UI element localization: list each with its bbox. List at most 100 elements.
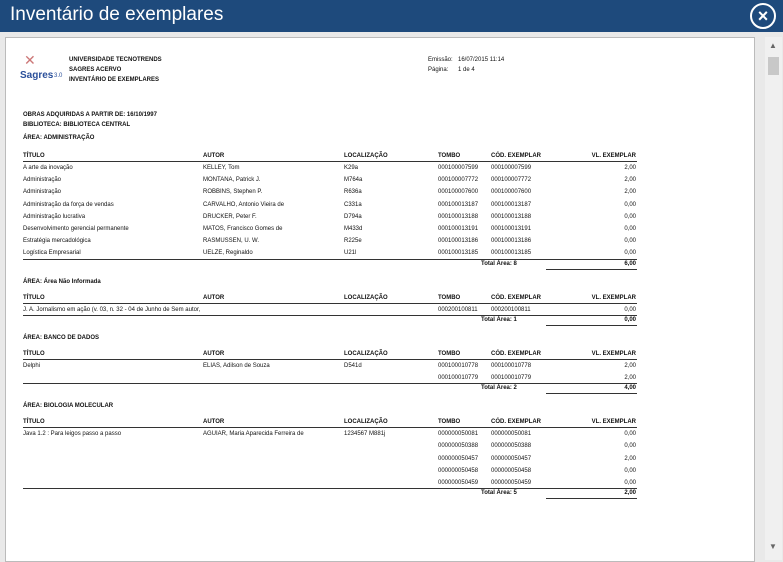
cell: 000100010778 [491,362,532,369]
cell: 000100013186 [438,238,479,245]
cell: Java 1.2 : Para leigos passo a passo [23,431,122,438]
cell: J. A. Jornalismo em ação (v. 03, n. 32 -… [23,306,201,313]
cell: 000100007772 [438,177,479,184]
cell: 0,00 [624,480,636,486]
area-total-label: Total Área: 1 [481,316,517,323]
cell: 2,00 [624,375,636,381]
column-header: TÍTULO [23,153,45,159]
cell: 1234567 M881j [344,431,386,438]
cell: 000000050457 [491,455,532,462]
cell: 000000050081 [491,431,532,438]
rule [23,314,637,316]
area-total-value: 6,00 [624,260,636,267]
scroll-down[interactable]: ▼ [769,542,777,551]
logo-version: 3.0 [54,73,63,79]
cell: 000100010779 [491,375,532,381]
cell: 000100013187 [438,201,479,208]
cell: 000100013185 [438,250,479,257]
title-bar: Inventário de exemplares × [0,0,783,32]
column-header: TOMBO [438,294,461,301]
cell: 000100010778 [438,362,479,369]
cell: 000000050081 [438,431,479,438]
rule [23,161,637,162]
filter: BIBLIOTECA: BIBLIOTECA CENTRAL [23,122,131,128]
cell: MONTANA, Patrick J. [203,177,261,184]
cell: 0,00 [624,443,636,450]
cell: 0,00 [624,238,636,245]
area-title: ÁREA: ADMINISTRAÇÃO [23,135,95,141]
rule [546,324,637,326]
cell: 0,00 [624,250,636,257]
column-header: LOCALIZAÇÃO [344,419,388,426]
cell: Administração [23,177,62,184]
cell: C331a [344,201,362,208]
area-title: ÁREA: BANCO DE DADOS [23,334,100,341]
cell: D541d [344,362,362,369]
area-total-value: 4,00 [624,385,636,392]
cell: 0,00 [624,467,636,474]
cell: R225e [344,238,362,245]
cell: Administração da força de vendas [23,201,114,208]
cell: DRUCKER, Peter F. [203,213,257,220]
close-button[interactable]: × [750,3,776,29]
cell: M433d [344,226,363,232]
logo: Sagres [20,70,54,81]
cell: 000100013188 [438,213,479,220]
column-header: TOMBO [438,350,461,357]
institution-line: SAGRES ACERVO [69,67,122,73]
rule [23,488,637,490]
cell: 000200100811 [438,306,478,313]
cell: R636a [344,189,362,196]
cell: 2,00 [624,455,636,462]
scrollbar[interactable]: ▲ ▼ [765,37,782,560]
column-header: TÍTULO [23,294,45,301]
cell: UELZE, Reginaldo [203,250,253,257]
cell: 000100013187 [491,201,532,208]
page-label: Página: [428,67,449,73]
cell: Estratégia mercadológica [23,238,91,245]
area-total-label: Total Área: 5 [481,490,517,497]
cell: 000000050457 [438,455,479,462]
column-header: LOCALIZAÇÃO [344,350,388,357]
column-header: TOMBO [438,153,461,159]
cell: 000100013188 [491,213,532,220]
rule [546,393,637,395]
cell: 000100007599 [438,165,479,171]
cell: 000100007600 [491,189,532,196]
cell: 2,00 [624,362,636,369]
column-header: CÓD. EXEMPLAR [491,294,542,301]
cell: 000100013186 [491,238,532,245]
cell: 0,00 [624,431,636,438]
cell: A arte da inovação [23,165,73,171]
emission-label: Emissão: [428,57,453,63]
area-title: ÁREA: Área Não Informada [23,278,101,285]
column-header: LOCALIZAÇÃO [344,294,388,301]
column-header: TÍTULO [23,350,45,357]
column-header: VL. EXEMPLAR [591,153,636,159]
cell: RASMUSSEN, U. W. [203,238,260,245]
cell: M764a [344,177,363,184]
column-header: LOCALIZAÇÃO [344,153,388,159]
cell: 000000050459 [491,480,532,486]
scroll-up[interactable]: ▲ [769,41,777,50]
cell: MATOS, Francisco Gomes de [203,226,283,232]
cell: 000100013191 [491,226,532,232]
cell: Administração lucrativa [23,213,86,220]
cell: 0,00 [624,306,636,313]
page-value: 1 de 4 [458,67,475,73]
rule [23,302,637,304]
cell: Delphi [23,362,41,369]
column-header: TÍTULO [23,419,45,426]
cell: 2,00 [624,189,636,196]
scroll-thumb[interactable] [768,57,779,75]
cell: 0,00 [624,201,636,208]
column-header: VL. EXEMPLAR [591,419,636,426]
cell: 000000050458 [438,467,479,474]
cell: 000000050388 [491,443,532,450]
cell: ELIAS, Adilson de Souza [203,362,270,369]
column-header: AUTOR [203,350,225,357]
column-header: CÓD. EXEMPLAR [491,153,542,159]
column-header: CÓD. EXEMPLAR [491,350,542,357]
filter: OBRAS ADQUIRIDAS A PARTIR DE: 16/10/1997 [23,112,157,118]
